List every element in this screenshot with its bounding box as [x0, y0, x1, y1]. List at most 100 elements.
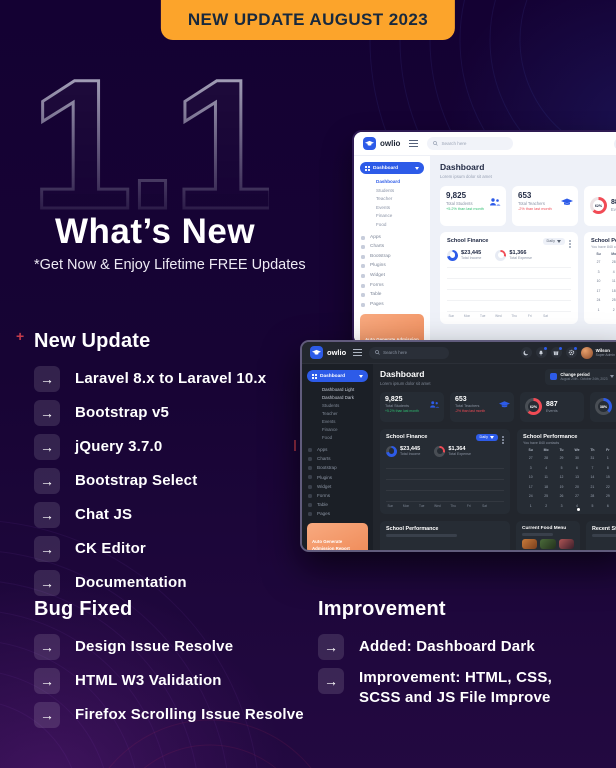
sidebar-subitem[interactable]: Food: [322, 435, 333, 440]
sidebar-subitem[interactable]: Teacher: [376, 196, 393, 202]
calendar-date[interactable]: 29: [605, 494, 610, 498]
calendar-date[interactable]: 2: [612, 307, 615, 312]
calendar-date[interactable]: 21: [590, 484, 595, 489]
calendar-date[interactable]: 25: [544, 494, 549, 498]
food-thumbnail[interactable]: [522, 539, 538, 549]
kebab-menu-icon[interactable]: [502, 436, 504, 438]
sidebar-subitem[interactable]: Events: [322, 419, 336, 424]
sidebar-subitem[interactable]: Dashboard Light: [322, 387, 355, 392]
sidebar-subitem[interactable]: Dashboard: [376, 179, 400, 184]
calendar-date[interactable]: 4: [545, 465, 548, 470]
calendar-date[interactable]: 27: [528, 456, 533, 460]
calendar-date[interactable]: 30: [575, 456, 579, 460]
food-thumbnail[interactable]: [558, 539, 574, 549]
calendar-date[interactable]: 11: [611, 279, 616, 283]
calendar-date[interactable]: 6: [576, 465, 578, 470]
calendar-date[interactable]: 24: [528, 494, 533, 498]
sidebar-item-dashboard[interactable]: Dashboard: [307, 370, 368, 382]
period-filter-dropdown[interactable]: Daily: [542, 237, 565, 245]
sidebar-item[interactable]: Widget: [307, 482, 368, 491]
calendar-date[interactable]: 19: [559, 484, 564, 489]
period-filter-dropdown[interactable]: Daily: [475, 433, 498, 441]
calendar-date[interactable]: 22: [605, 484, 610, 489]
calendar-grid[interactable]: 2728293031123456789101112131415161718192…: [523, 455, 616, 510]
calendar-date[interactable]: 10: [528, 475, 533, 479]
calendar-date[interactable]: 28: [611, 260, 616, 264]
calendar-date[interactable]: 7: [591, 465, 594, 470]
calendar-date[interactable]: 20: [575, 484, 579, 489]
calendar-date[interactable]: 3: [529, 465, 532, 470]
calendar-date[interactable]: 25: [611, 298, 616, 302]
sidebar-item[interactable]: Pages: [360, 300, 424, 310]
calendar-date[interactable]: 13: [575, 475, 579, 479]
calendar-date[interactable]: 12: [559, 475, 564, 479]
sidebar-item[interactable]: Apps: [360, 233, 424, 243]
calendar-date[interactable]: 1: [529, 503, 532, 508]
sidebar-promo-card[interactable]: Auto Generate Admission Report: [360, 314, 424, 344]
calendar-date[interactable]: 18: [611, 288, 616, 293]
sidebar-subitem[interactable]: Dashboard Dark: [322, 395, 354, 400]
search-input[interactable]: Search here: [369, 346, 450, 359]
calendar-date[interactable]: 10: [596, 279, 601, 283]
calendar-date[interactable]: 3: [560, 503, 563, 508]
sidebar-item[interactable]: Table: [307, 500, 368, 509]
calendar-date[interactable]: 31: [590, 456, 595, 460]
calendar-date[interactable]: 6: [606, 503, 609, 508]
sidebar-subitem[interactable]: Events: [376, 204, 391, 210]
calendar-date[interactable]: 24: [596, 298, 601, 302]
sidebar-item[interactable]: Table: [360, 290, 424, 300]
calendar-date[interactable]: 17: [528, 484, 533, 489]
sidebar-subitem[interactable]: Finance: [376, 213, 393, 219]
calendar-date[interactable]: 29: [559, 456, 564, 460]
sidebar-item[interactable]: Forms: [360, 281, 424, 291]
dark-mode-toggle[interactable]: [520, 347, 532, 358]
sidebar-item[interactable]: Plugins: [360, 261, 424, 271]
calendar-date[interactable]: 3: [597, 269, 600, 274]
sidebar-subitem[interactable]: Teacher: [322, 411, 338, 416]
sidebar-item[interactable]: Widget: [360, 271, 424, 281]
sidebar-item[interactable]: Charts: [307, 454, 368, 463]
notifications-button[interactable]: [535, 346, 548, 358]
calendar-date[interactable]: 2: [545, 503, 548, 508]
calendar-date[interactable]: 1: [606, 456, 609, 460]
calendar-date[interactable]: 5: [560, 465, 563, 470]
sidebar-subitem[interactable]: Students: [322, 403, 340, 408]
sidebar-subitem[interactable]: Food: [376, 221, 387, 227]
calendar-date[interactable]: 28: [544, 456, 549, 460]
sidebar-item[interactable]: Pages: [307, 509, 368, 518]
calendar-date[interactable]: 5: [591, 503, 594, 508]
gift-button[interactable]: [550, 346, 563, 358]
change-period-dropdown[interactable]: Change period August 24th - October 24th…: [545, 369, 616, 385]
calendar-grid[interactable]: 2728293031123456789101112131415161718192…: [591, 259, 616, 314]
user-menu[interactable]: Wilson Super Admin: [580, 346, 616, 359]
calendar-date[interactable]: 4: [576, 503, 578, 508]
hamburger-icon[interactable]: [409, 140, 419, 147]
sidebar-item[interactable]: Bootstrap: [307, 463, 368, 472]
calendar-date[interactable]: 28: [590, 494, 595, 498]
calendar-date[interactable]: 8: [606, 465, 609, 470]
settings-button[interactable]: [565, 346, 578, 358]
calendar-date[interactable]: 15: [605, 475, 610, 479]
sidebar-item-dashboard[interactable]: Dashboard: [360, 162, 424, 174]
kebab-menu-icon[interactable]: [569, 240, 571, 242]
calendar-date[interactable]: 4: [612, 269, 615, 274]
sidebar-item[interactable]: Forms: [307, 491, 368, 500]
food-thumbnail[interactable]: [540, 539, 556, 549]
calendar-date[interactable]: 11: [544, 475, 548, 479]
sidebar-subitem[interactable]: Finance: [322, 427, 338, 432]
sidebar-subitem[interactable]: Students: [376, 187, 395, 193]
search-input[interactable]: Search here: [427, 137, 514, 150]
sidebar-item[interactable]: Bootstrap: [360, 252, 424, 262]
calendar-date[interactable]: 18: [544, 484, 549, 489]
calendar-date[interactable]: 1: [597, 307, 600, 312]
calendar-date[interactable]: 17: [596, 288, 601, 293]
calendar-date[interactable]: 14: [590, 475, 595, 479]
sidebar-item[interactable]: Plugins: [307, 473, 368, 482]
sidebar-promo-card[interactable]: Auto Generate Admission Report: [307, 522, 368, 550]
calendar-date[interactable]: 27: [596, 260, 601, 264]
calendar-date[interactable]: 27: [575, 494, 579, 498]
notification-icon[interactable]: [614, 137, 616, 150]
calendar-date[interactable]: 26: [559, 494, 564, 498]
sidebar-item[interactable]: Apps: [307, 445, 368, 454]
sidebar-item[interactable]: Charts: [360, 242, 424, 252]
